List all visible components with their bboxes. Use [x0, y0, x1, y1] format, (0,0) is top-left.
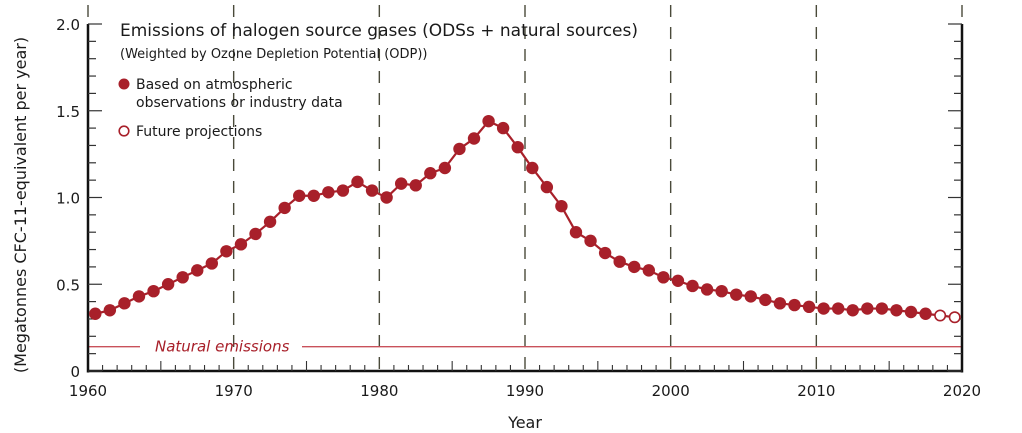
chart-title: Emissions of halogen source gases (ODSs …	[120, 21, 638, 41]
x-tick-label: 2000	[652, 382, 690, 400]
data-point-2006	[759, 293, 772, 307]
x-tick-label: 2020	[943, 382, 981, 400]
data-point-2016	[904, 305, 918, 319]
data-point-1982	[409, 179, 422, 192]
y-tick-label: 0	[70, 363, 80, 381]
data-point-1962	[118, 297, 131, 310]
legend: Based on atmospheric observations or ind…	[118, 77, 343, 140]
data-point-1980	[380, 191, 393, 204]
x-tick-label: 1970	[215, 382, 253, 400]
data-point-1997	[628, 260, 641, 274]
data-point-2009	[802, 300, 816, 314]
data-point-1978	[351, 175, 364, 189]
data-point-1971	[249, 227, 262, 241]
data-point-1996	[613, 255, 626, 268]
data-point-1998	[642, 264, 656, 277]
legend-label-observed-line2: observations or industry data	[136, 95, 343, 111]
data-point-1974	[293, 189, 306, 202]
data-point-2001	[686, 279, 699, 293]
data-point-1968	[205, 257, 219, 270]
legend-filled-marker	[118, 78, 130, 90]
x-tick-label: 1980	[360, 382, 398, 400]
x-tick-label: 1990	[506, 382, 544, 400]
chart-subtitle: (Weighted by Ozone Depletion Potential (…	[120, 47, 428, 62]
legend-label-observed-line1: Based on atmospheric	[136, 77, 293, 93]
data-point-1961	[103, 304, 117, 317]
x-tick-label: 2010	[797, 382, 835, 400]
gridlines	[87, 5, 963, 371]
data-point-1991	[540, 180, 554, 194]
data-point-1986	[467, 132, 481, 145]
data-point-2015	[890, 304, 903, 317]
data-point-1988	[496, 121, 510, 135]
data-point-1979	[365, 184, 379, 197]
natural-emissions-label: Natural emissions	[155, 338, 290, 356]
data-point-2011	[831, 302, 845, 315]
data-point-1970	[234, 238, 248, 251]
projection-point-2018	[934, 309, 947, 322]
data-point-2004	[730, 288, 743, 301]
data-point-1992	[555, 199, 568, 213]
x-axis-title: Year	[507, 413, 542, 432]
data-point-2000	[671, 274, 685, 287]
data-point-1993	[569, 226, 583, 239]
legend-open-marker	[118, 125, 130, 137]
data-point-1995	[598, 246, 612, 260]
data-point-1965	[161, 278, 175, 291]
data-point-1990	[526, 161, 539, 175]
data-point-1987	[482, 114, 495, 128]
y-axis-title: (Megatonnes CFC-11-equivalent per year)	[11, 37, 30, 373]
x-tick-label: 1960	[69, 382, 107, 400]
projection-point-2019	[948, 311, 961, 324]
y-tick-label: 2.0	[56, 16, 80, 34]
data-point-2003	[715, 284, 728, 298]
data-point-1981	[394, 177, 408, 190]
y-tick-label: 1.0	[56, 190, 80, 208]
natural-emissions-line: Natural emissions	[88, 338, 962, 356]
data-point-1994	[584, 234, 597, 248]
data-point-1960	[89, 307, 102, 320]
data-point-2013	[861, 302, 874, 315]
data-point-2010	[817, 302, 830, 315]
data-point-2008	[788, 298, 801, 312]
data-point-1977	[336, 184, 350, 197]
data-point-2007	[773, 297, 787, 310]
data-point-2005	[744, 290, 757, 303]
series-line	[95, 119, 955, 319]
data-point-1985	[453, 142, 466, 156]
data-point-1975	[307, 189, 320, 202]
data-point-1966	[176, 271, 189, 284]
data-point-1976	[322, 186, 335, 199]
series	[89, 114, 961, 324]
y-tick-label: 1.5	[56, 103, 80, 121]
data-point-1973	[278, 201, 291, 215]
data-point-1972	[263, 215, 277, 228]
data-point-1983	[424, 167, 437, 180]
data-point-2017	[919, 307, 932, 320]
axes: 0 0.5 1.0 1.5 2.0 1960 1970 1980 1990 2000 2010 202…	[56, 16, 981, 400]
data-point-1999	[657, 271, 670, 284]
data-point-1969	[220, 245, 233, 258]
data-point-1964	[147, 284, 160, 298]
legend-label-projections: Future projections	[136, 124, 262, 140]
data-point-1989	[511, 140, 524, 154]
data-point-2012	[846, 304, 859, 317]
data-point-2002	[700, 283, 714, 296]
y-tick-label: 0.5	[56, 276, 80, 294]
data-point-1963	[132, 290, 146, 303]
data-point-2014	[875, 302, 889, 315]
data-point-1967	[191, 264, 204, 277]
data-point-1984	[438, 161, 452, 175]
